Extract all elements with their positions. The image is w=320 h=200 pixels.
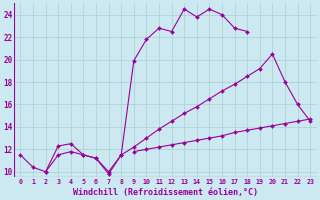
X-axis label: Windchill (Refroidissement éolien,°C): Windchill (Refroidissement éolien,°C) [73,188,258,197]
